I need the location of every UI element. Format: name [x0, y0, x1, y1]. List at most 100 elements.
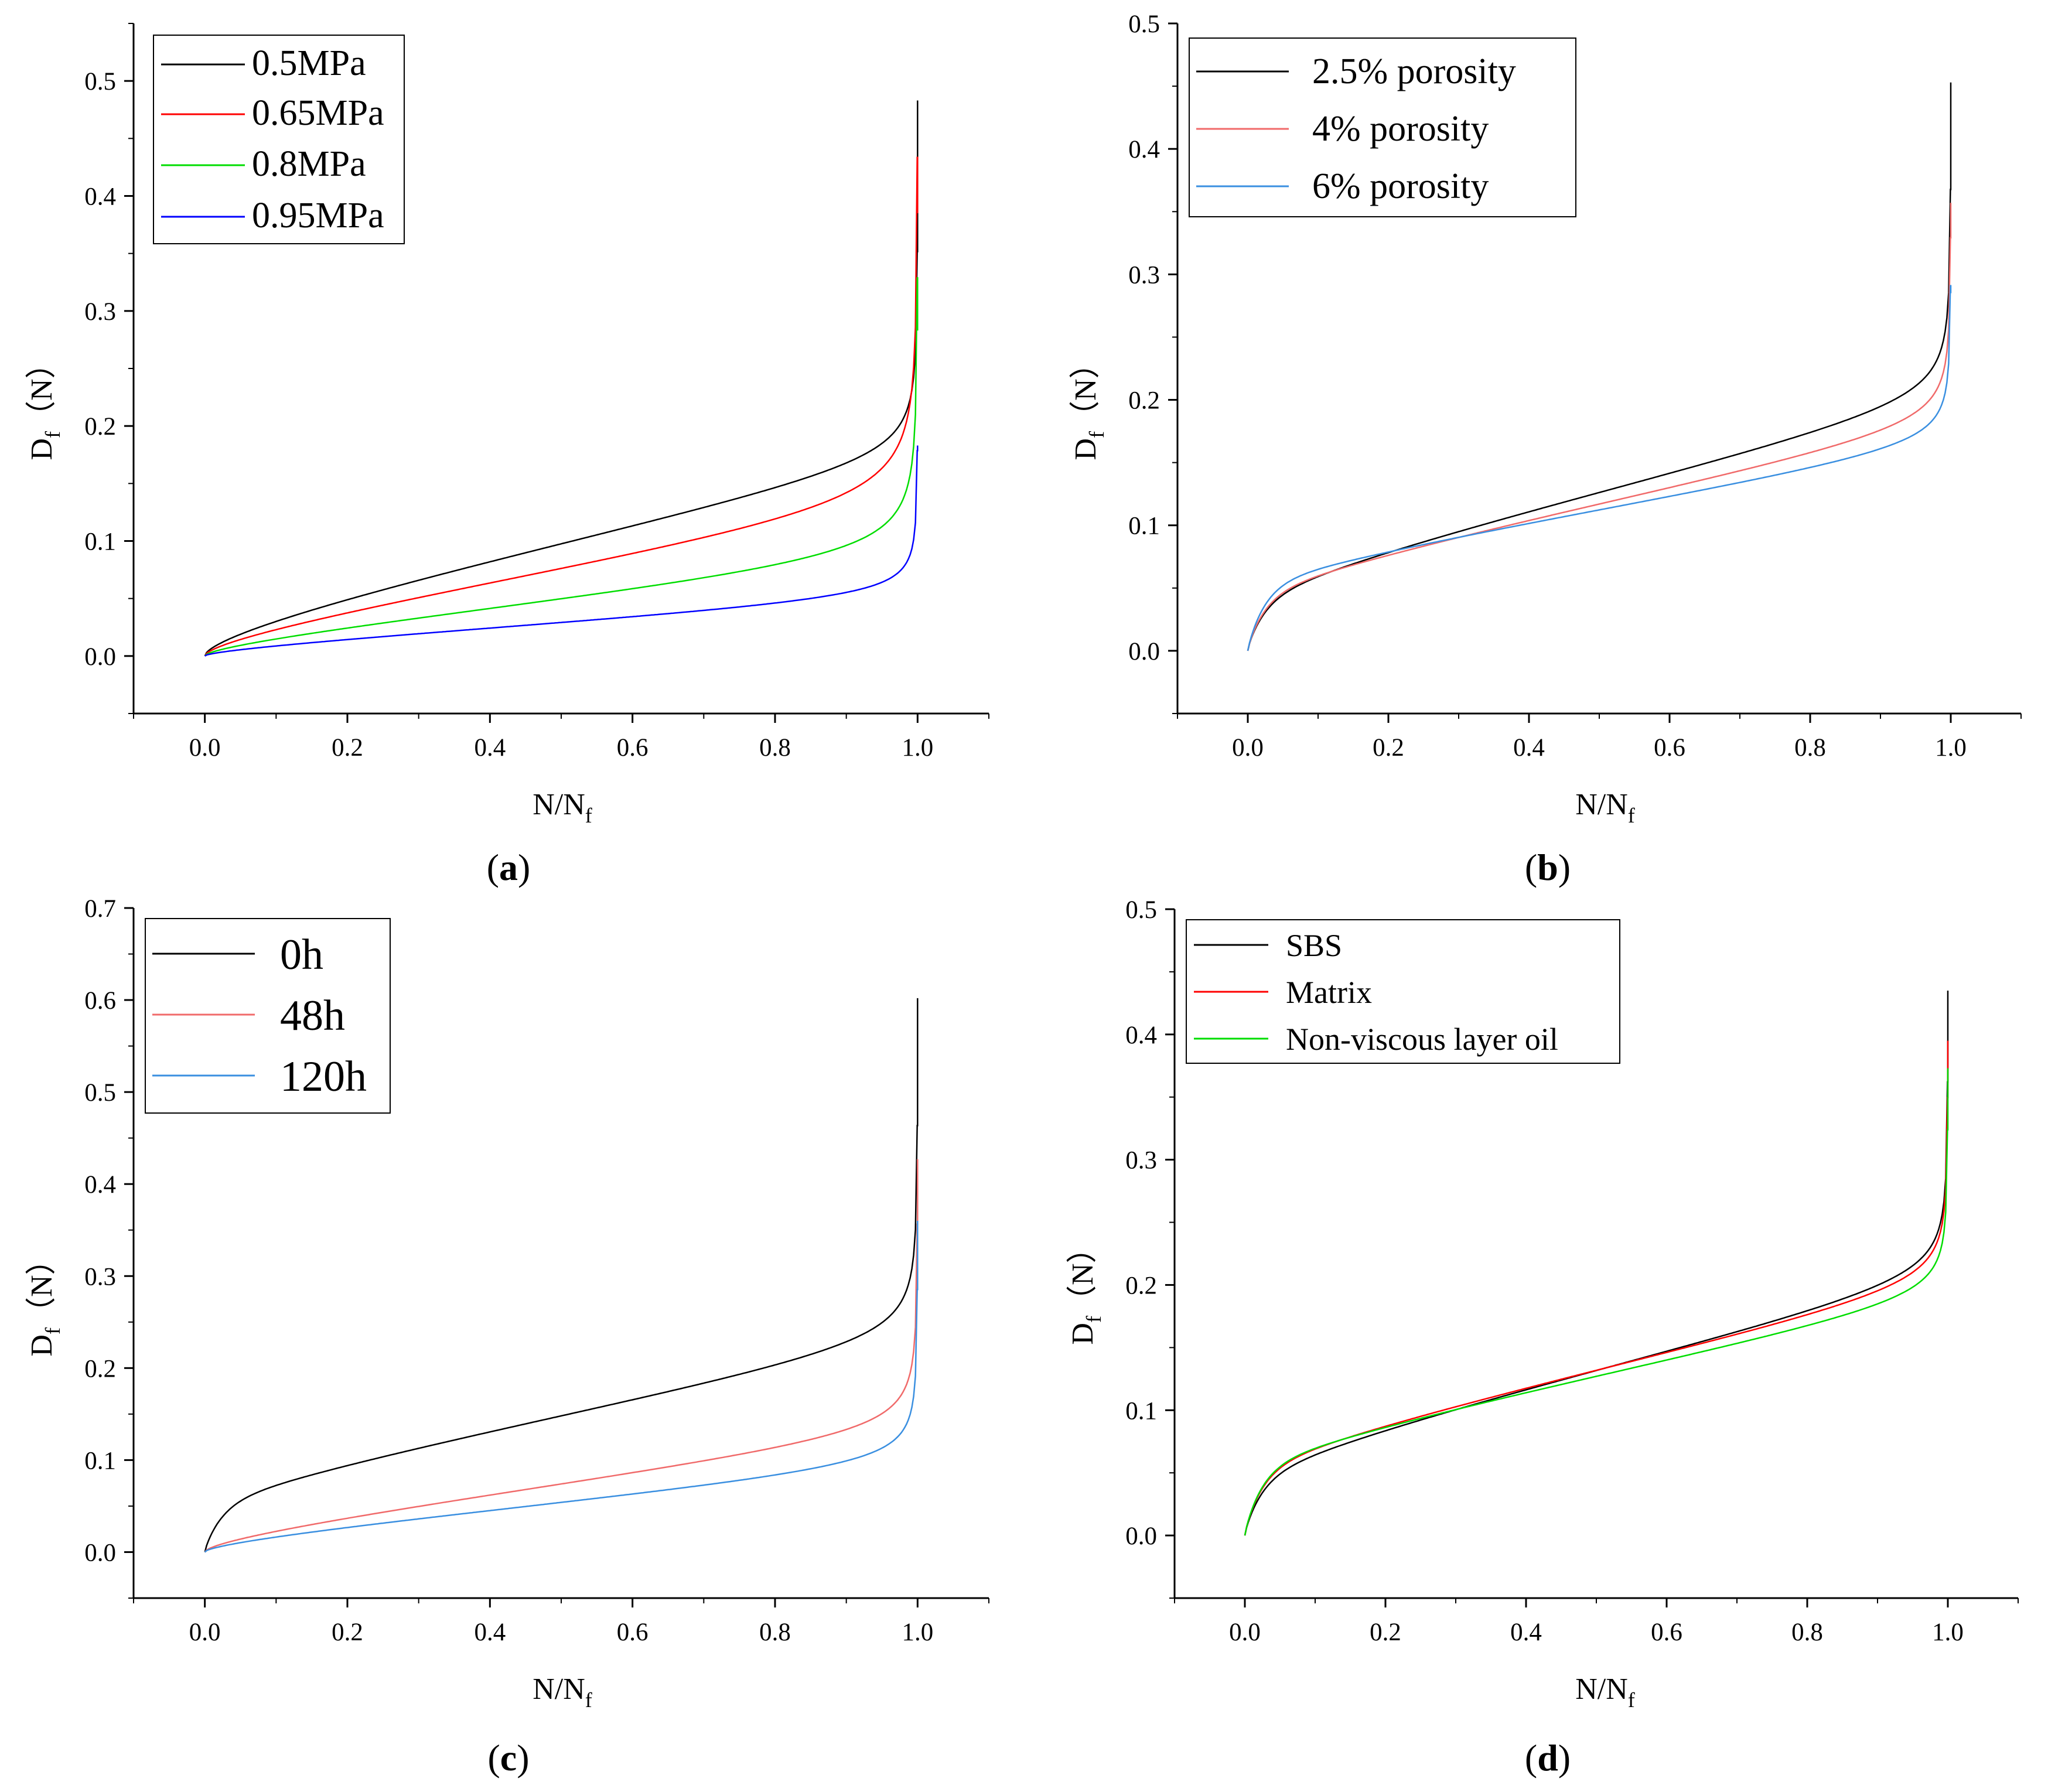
legend-label-b-0: 2.5% porosity — [1312, 52, 1516, 91]
panel-c: 0.0 0.2 0.4 0.6 0.8 1.0 0.0 0.1 0.2 0.3 0.4 0.5 0.6 0… — [25, 895, 989, 1779]
x-tick-label-a-1: 0.2 — [332, 734, 363, 762]
y-tick-label-a-0: 0.0 — [84, 643, 116, 671]
y-tick-label-c-1: 0.1 — [84, 1447, 116, 1474]
x-tick-label-d-3: 0.6 — [1651, 1619, 1682, 1646]
series-line-b-1 — [1247, 203, 1952, 651]
plot-area-b: 0.0 0.2 0.4 0.6 0.8 1.0 0.0 0.1 0.2 0.3 0.4 0.5 — [1128, 11, 2022, 762]
series-line-c-0 — [204, 998, 919, 1552]
plot-area-d: 0.0 0.2 0.4 0.6 0.8 1.0 0.0 0.1 0.2 0.3 0.4 0.5 — [1125, 896, 2019, 1646]
legend-label-a-0: 0.5MPa — [252, 43, 366, 83]
y-tick-label-b-3: 0.3 — [1128, 261, 1160, 289]
legend-label-a-3: 0.95MPa — [252, 196, 384, 235]
series-line-d-2 — [1244, 1068, 1949, 1536]
ylabel-a: Df（N） — [25, 348, 64, 460]
caption-c: (c) — [487, 1737, 529, 1779]
series-line-b-2 — [1247, 285, 1952, 651]
xlabel-b: N/Nf — [1575, 788, 1635, 827]
legend-label-c-2: 120h — [280, 1053, 367, 1101]
series-line-a-1 — [204, 156, 919, 657]
x-tick-label-d-5: 1.0 — [1932, 1619, 1964, 1646]
y-tick-label-c-5: 0.5 — [84, 1079, 116, 1107]
x-tick-label-b-5: 1.0 — [1935, 734, 1967, 762]
series-line-a-2 — [204, 277, 919, 657]
panel-a: 0.0 0.2 0.4 0.6 0.8 1.0 0.0 0.1 0.2 0.3 0.4 0.5 Df（… — [25, 23, 989, 888]
legend-label-a-2: 0.8MPa — [252, 144, 366, 184]
caption-b: (b) — [1525, 846, 1571, 888]
y-tick-label-b-5: 0.5 — [1128, 11, 1160, 38]
x-tick-label-b-3: 0.6 — [1654, 734, 1685, 762]
y-tick-label-d-5: 0.5 — [1125, 896, 1157, 924]
legend-label-d-1: Matrix — [1286, 975, 1372, 1010]
y-tick-label-b-1: 0.1 — [1128, 513, 1160, 540]
legend-a: 0.5MPa 0.65MPa 0.8MPa 0.95MPa — [153, 35, 405, 244]
x-tick-label-a-4: 0.8 — [759, 734, 791, 762]
x-tick-label-c-4: 0.8 — [759, 1619, 791, 1646]
x-tick-label-d-4: 0.8 — [1791, 1619, 1823, 1646]
legend-label-b-2: 6% porosity — [1312, 166, 1489, 206]
y-tick-label-c-6: 0.6 — [84, 987, 116, 1015]
ylabel-b: Df（N） — [1069, 348, 1108, 460]
y-tick-label-c-4: 0.4 — [84, 1171, 116, 1199]
panel-b: 0.0 0.2 0.4 0.6 0.8 1.0 0.0 0.1 0.2 0.3 0.4 0.5 Df（… — [1069, 11, 2022, 888]
y-tick-label-b-2: 0.2 — [1128, 387, 1160, 415]
x-tick-label-a-2: 0.4 — [474, 734, 506, 762]
x-tick-label-c-3: 0.6 — [617, 1619, 648, 1646]
y-tick-label-a-5: 0.5 — [84, 68, 116, 95]
legend-label-b-1: 4% porosity — [1312, 109, 1489, 149]
x-tick-label-c-1: 0.2 — [332, 1619, 363, 1646]
y-tick-label-d-0: 0.0 — [1125, 1523, 1157, 1550]
series-line-d-1 — [1244, 1040, 1949, 1536]
xlabel-c: N/Nf — [533, 1672, 592, 1712]
panel-d: 0.0 0.2 0.4 0.6 0.8 1.0 0.0 0.1 0.2 0.3 0.4 0.5 Df（… — [1066, 896, 2019, 1779]
legend-frame-a — [153, 35, 405, 244]
x-tick-label-a-3: 0.6 — [617, 734, 648, 762]
y-tick-label-c-2: 0.2 — [84, 1355, 116, 1383]
xlabel-d: N/Nf — [1575, 1672, 1635, 1712]
legend-d: SBS Matrix Non-viscous layer oil — [1186, 919, 1620, 1064]
legend-frame-c — [145, 918, 391, 1114]
caption-d: (d) — [1525, 1737, 1571, 1779]
xlabel-a: N/Nf — [533, 788, 592, 827]
caption-a: (a) — [487, 846, 531, 888]
series-line-a-3 — [204, 445, 919, 657]
legend-label-d-0: SBS — [1286, 928, 1342, 963]
plot-area-c: 0.0 0.2 0.4 0.6 0.8 1.0 0.0 0.1 0.2 0.3 0.4 0.5 0.6 0… — [84, 895, 989, 1646]
legend-b: 2.5% porosity 4% porosity 6% porosity — [1189, 37, 1576, 217]
series-line-a-0 — [204, 100, 919, 657]
y-tick-label-d-4: 0.4 — [1125, 1022, 1157, 1049]
x-tick-label-a-0: 0.0 — [189, 734, 221, 762]
x-tick-label-d-0: 0.0 — [1229, 1619, 1261, 1646]
legend-c: 0h 48h 120h — [145, 918, 391, 1114]
series-line-c-2 — [204, 1221, 919, 1553]
x-tick-label-c-2: 0.4 — [474, 1619, 506, 1646]
y-tick-label-c-0: 0.0 — [84, 1539, 116, 1566]
x-tick-label-b-2: 0.4 — [1513, 734, 1545, 762]
ylabel-d: Df（N） — [1066, 1233, 1105, 1344]
y-tick-label-b-4: 0.4 — [1128, 136, 1160, 163]
x-tick-label-d-2: 0.4 — [1510, 1619, 1542, 1646]
y-tick-label-b-0: 0.0 — [1128, 638, 1160, 665]
y-tick-label-c-3: 0.3 — [84, 1263, 116, 1291]
y-tick-label-a-1: 0.1 — [84, 528, 116, 556]
x-tick-label-b-0: 0.0 — [1232, 734, 1264, 762]
series-line-d-0 — [1244, 991, 1949, 1536]
legend-label-c-1: 48h — [280, 992, 345, 1040]
y-tick-label-d-2: 0.2 — [1125, 1272, 1157, 1299]
x-tick-label-c-0: 0.0 — [189, 1619, 221, 1646]
plot-area-a: 0.0 0.2 0.4 0.6 0.8 1.0 0.0 0.1 0.2 0.3 0.4 0.5 — [84, 23, 989, 762]
y-tick-label-a-2: 0.2 — [84, 413, 116, 441]
y-tick-label-c-7: 0.7 — [84, 895, 116, 923]
x-tick-label-c-5: 1.0 — [902, 1619, 933, 1646]
series-line-c-1 — [204, 1159, 919, 1553]
y-tick-label-d-3: 0.3 — [1125, 1147, 1157, 1175]
ylabel-c: Df（N） — [25, 1244, 64, 1356]
y-tick-label-a-3: 0.3 — [84, 298, 116, 326]
legend-label-a-1: 0.65MPa — [252, 93, 384, 133]
x-tick-label-b-1: 0.2 — [1373, 734, 1404, 762]
series-line-b-0 — [1247, 82, 1952, 651]
x-tick-label-a-5: 1.0 — [902, 734, 933, 762]
y-tick-label-a-4: 0.4 — [84, 183, 116, 211]
legend-label-d-2: Non-viscous layer oil — [1286, 1022, 1558, 1057]
y-tick-label-d-1: 0.1 — [1125, 1397, 1157, 1425]
